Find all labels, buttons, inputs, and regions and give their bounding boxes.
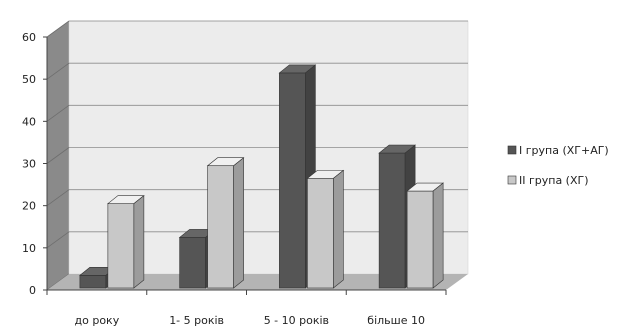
- side-gridline: [46, 105, 70, 122]
- chart-floor: [47, 274, 468, 290]
- y-tick-label: 30: [22, 158, 36, 171]
- legend-entry: I група (ХГ+АГ): [507, 144, 609, 157]
- bar-front: [406, 190, 434, 289]
- legend-label: I група (ХГ+АГ): [519, 144, 609, 157]
- bar-side: [233, 157, 244, 289]
- legend-swatch: [507, 145, 517, 155]
- y-tick-label: 40: [22, 115, 36, 128]
- bar-front: [207, 165, 234, 289]
- bar-front: [279, 72, 306, 289]
- bar-side: [333, 169, 344, 289]
- legend-swatch: [507, 175, 517, 185]
- y-tick-label: 60: [22, 31, 36, 44]
- bar-front: [179, 237, 206, 289]
- side-gridline: [46, 189, 70, 206]
- bar: [206, 157, 245, 289]
- x-tick-label: 5 - 10 років: [264, 314, 329, 327]
- bars: [79, 64, 444, 289]
- bar: [306, 169, 345, 289]
- bar-side: [432, 182, 444, 289]
- y-axis-ticks: 0 10 20 30 40 50 60: [22, 31, 47, 297]
- legend: I група (ХГ+АГ) II група (ХГ): [507, 144, 609, 187]
- bar: [406, 182, 444, 289]
- bar-front: [79, 275, 107, 289]
- bar-front: [378, 152, 406, 289]
- bar-side: [133, 195, 145, 289]
- y-tick-label: 0: [29, 284, 36, 297]
- legend-entry: II група (ХГ): [507, 174, 589, 187]
- bar-front: [307, 178, 334, 289]
- side-gridline: [46, 62, 70, 80]
- x-tick-label: 1- 5 років: [169, 314, 224, 327]
- side-gridline: [46, 231, 70, 249]
- y-tick-label: 50: [22, 73, 36, 86]
- x-axis-ticks: до року 1- 5 років 5 - 10 років більше 10: [46, 290, 447, 327]
- side-gridline: [46, 20, 70, 38]
- y-tick-label: 20: [22, 200, 36, 213]
- floor: [47, 274, 468, 290]
- legend-label: II група (ХГ): [519, 174, 589, 187]
- bar: [107, 195, 145, 289]
- bar-front: [107, 203, 135, 289]
- side-gridline: [46, 147, 70, 164]
- x-tick-label: більше 10: [367, 314, 425, 327]
- x-tick-label: до року: [75, 314, 120, 327]
- y-tick-label: 10: [22, 242, 36, 255]
